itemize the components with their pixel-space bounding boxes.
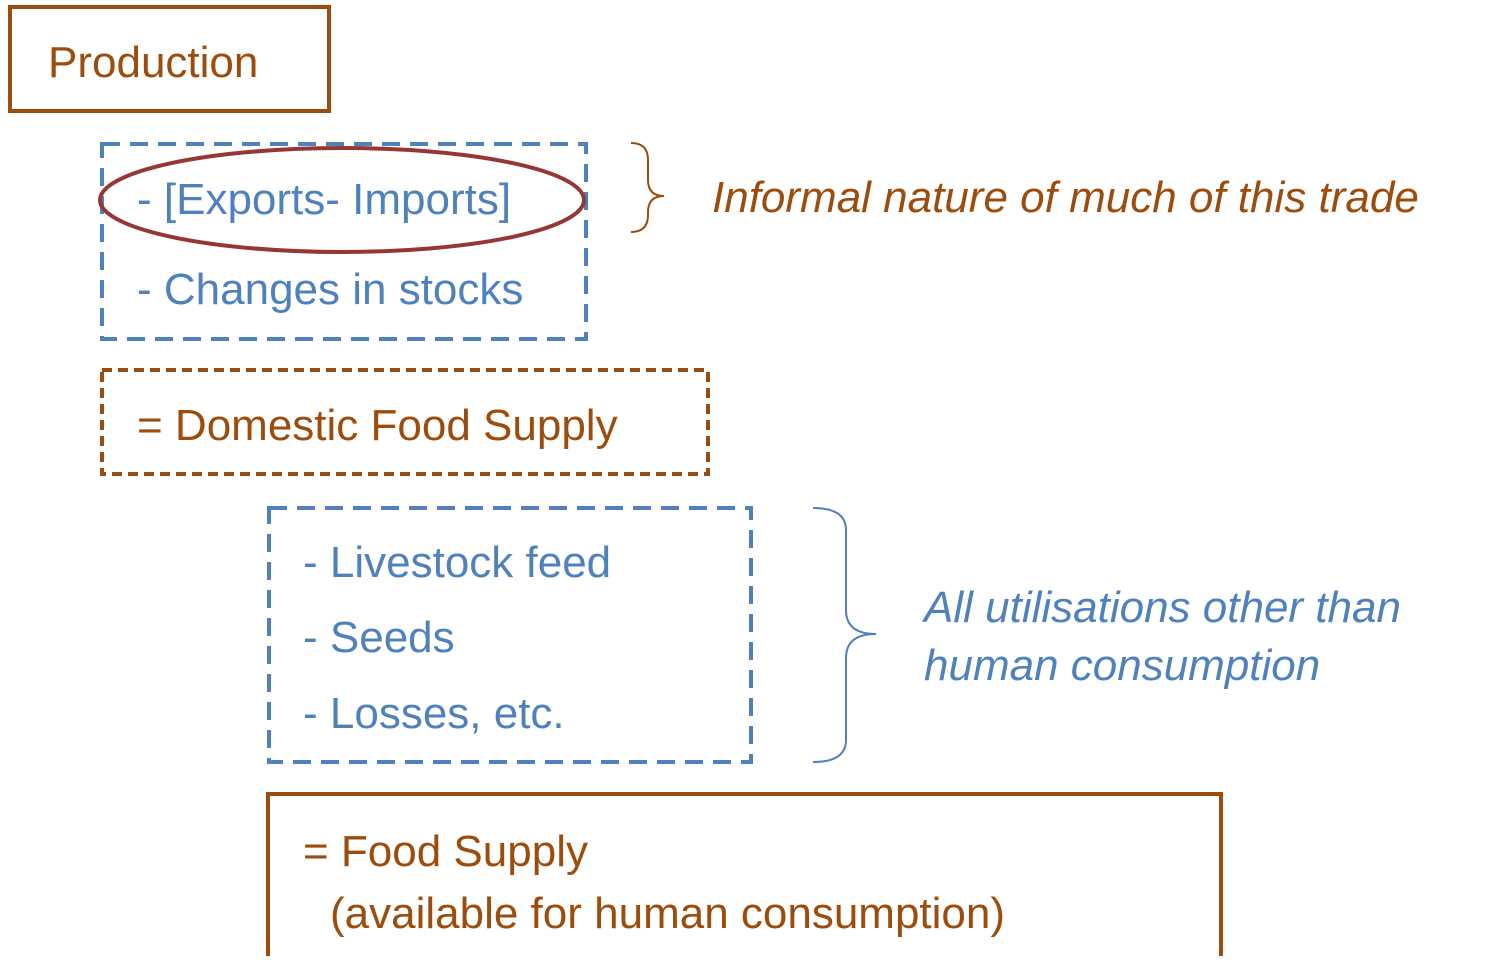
trade-box [100,142,588,341]
production-box [8,5,331,113]
domestic-box [100,368,710,476]
brace [812,507,877,763]
trade-note: Informal nature of much of this trade [712,173,1419,222]
domestic-label: = Domestic Food Supply [137,401,618,450]
food-supply-label: (available for human consumption) [330,889,1005,938]
food-supply-label: = Food Supply [303,827,588,876]
trade-item: - Changes in stocks [137,265,523,314]
utilisation-note: human consumption [924,641,1320,690]
utilisation-box [267,506,753,764]
utilisation-item: - Losses, etc. [303,689,565,738]
highlight-ellipse [98,146,586,254]
food-supply-box [266,792,1223,960]
utilisation-item: - Livestock feed [303,538,611,587]
utilisation-note: All utilisations other than [921,583,1401,632]
utilisation-item: - Seeds [303,613,455,662]
brace [630,142,665,233]
production-label: Production [48,38,258,87]
trade-item: - [Exports- Imports] [137,175,511,224]
